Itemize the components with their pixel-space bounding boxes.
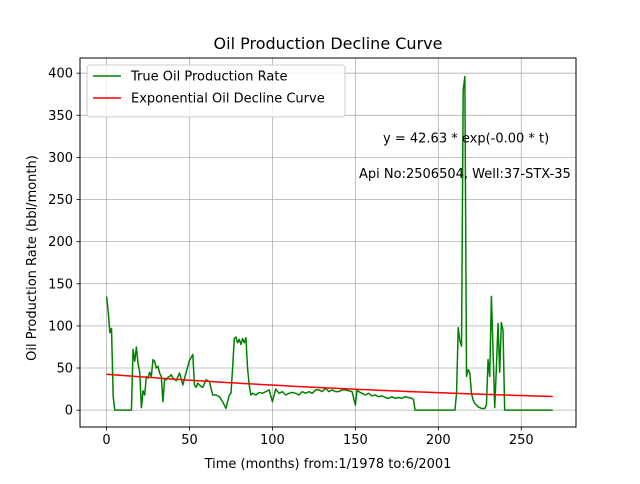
series-line-true-rate — [105, 75, 553, 411]
x-tick-label: 250 — [509, 433, 534, 448]
y-tick-label: 350 — [48, 109, 73, 124]
x-tick-label: 150 — [343, 433, 368, 448]
y-tick-label: 50 — [56, 362, 73, 377]
y-tick-label: 300 — [48, 151, 73, 166]
tick-layer: 0 50 100 150 200 250 0 50 100 150 200 250 300 350 400 — [48, 67, 533, 448]
y-axis-label: Oil Production Rate (bbl/month) — [25, 155, 40, 361]
legend-box — [86, 64, 346, 118]
series-layer — [105, 75, 553, 411]
annotation-well: Api No:2506504, Well:37-STX-35 — [359, 167, 571, 182]
chart-title: Oil Production Decline Curve — [214, 34, 443, 53]
y-tick-label: 0 — [65, 404, 73, 419]
x-tick-label: 0 — [102, 433, 110, 448]
x-tick-label: 200 — [426, 433, 451, 448]
x-tick-label: 50 — [181, 433, 198, 448]
y-tick-label: 400 — [48, 67, 73, 82]
legend: True Oil Production Rate Exponential Oil… — [86, 64, 346, 118]
y-tick-label: 250 — [48, 193, 73, 208]
y-tick-label: 100 — [48, 319, 73, 334]
x-tick-label: 100 — [260, 433, 285, 448]
x-axis-label: Time (months) from:1/1978 to:6/2001 — [204, 457, 452, 472]
plot-frame — [79, 57, 577, 428]
series-line-decline-curve — [106, 373, 553, 398]
legend-label-decline-curve: Exponential Oil Decline Curve — [131, 92, 325, 107]
annotation-equation: y = 42.63 * exp(-0.00 * t) — [383, 132, 549, 147]
y-tick-label: 200 — [48, 235, 73, 250]
legend-label-true-rate: True Oil Production Rate — [130, 70, 287, 85]
y-tick-label: 150 — [48, 277, 73, 292]
